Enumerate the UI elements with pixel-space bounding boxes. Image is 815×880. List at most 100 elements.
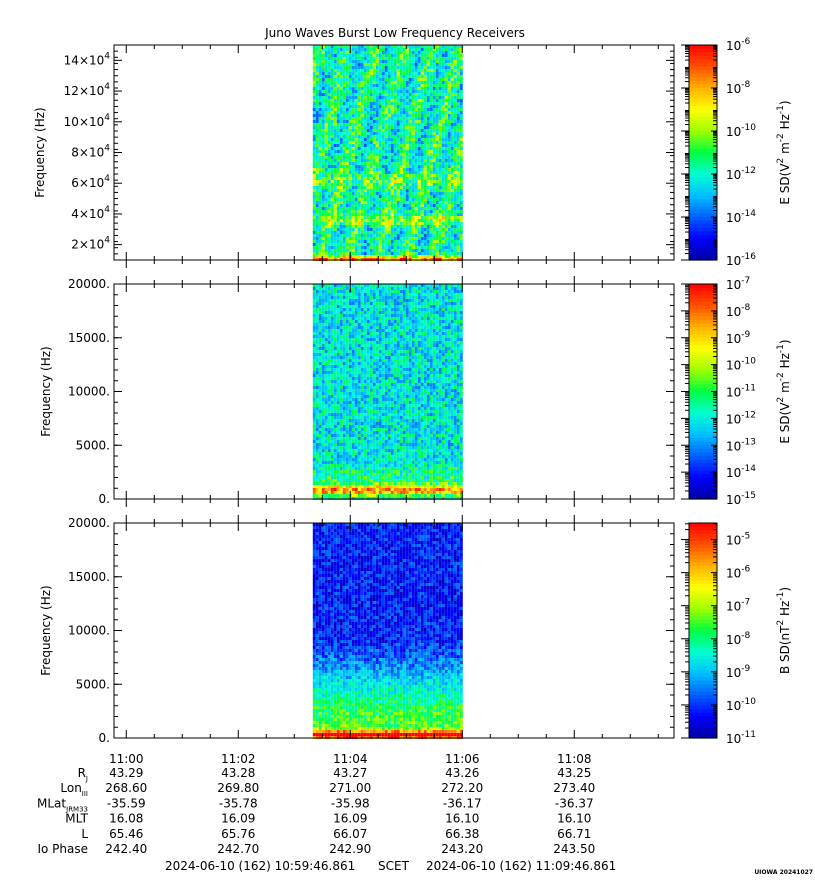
y-tick-label: 8×104 [71, 144, 110, 160]
ephemeris-value: 243.50 [553, 842, 595, 856]
ephemeris-value: 65.76 [221, 827, 255, 841]
ephemeris-value: 272.20 [441, 781, 483, 795]
colorbar-tick-label: 10-9 [726, 664, 751, 680]
ephemeris-value: 16.08 [109, 812, 143, 826]
figure-title: Juno Waves Burst Low Frequency Receivers [264, 26, 525, 40]
ephemeris-table: 11:00 11:02 11:04 11:06 11:08 RJ 43.29 43.28 43.… [37, 752, 595, 856]
ephemeris-value: 66.71 [557, 827, 591, 841]
ephemeris-value: -35.98 [331, 796, 370, 810]
colorbar-tick-label: 10-11 [726, 730, 756, 746]
y-tick-label: 14×104 [64, 51, 111, 67]
colorbar-tick-label: 10-8 [726, 631, 751, 647]
colorbar-tick-label: 10-14 [726, 464, 756, 480]
ephemeris-value: 43.25 [557, 766, 591, 780]
ephemeris-value: 16.09 [221, 812, 255, 826]
y-tick-label: 10000. [68, 624, 110, 638]
ephemeris-label: Io Phase [37, 842, 88, 856]
colorbar-label: E SD(V2 m-2 Hz-1) [776, 339, 792, 443]
spectrogram-panel-3: 0. 5000. 10000. 15000. 20000. Frequency (Hz) 1… [39, 515, 792, 746]
colorbar-tick-label: 10-15 [726, 491, 756, 507]
ephemeris-label: MLT [65, 812, 88, 826]
y-tick-label: 15000. [68, 331, 110, 345]
ephemeris-value: 242.90 [329, 842, 371, 856]
ephemeris-value: -36.17 [443, 796, 482, 810]
spectrogram-data [312, 284, 463, 500]
ephemeris-value: 43.27 [333, 766, 367, 780]
y-tick-label: 12×104 [64, 82, 111, 98]
y-tick-label: 15000. [68, 570, 110, 584]
colorbar: 10-6 10-8 10-10 10-12 10-14 10-16 E SD(V2 m-2 … [681, 37, 792, 268]
ephemeris-value: 66.38 [445, 827, 479, 841]
y-axis-label: Frequency (Hz) [39, 585, 53, 676]
colorbar-tick-label: 10-6 [726, 565, 751, 581]
ephemeris-label: RJ [78, 766, 88, 783]
ephemeris-value: 43.29 [109, 766, 143, 780]
y-tick-label: 0. [99, 731, 110, 745]
colorbar-tick-label: 10-8 [726, 303, 751, 319]
colorbar-tick-label: 10-7 [726, 276, 750, 292]
ephemeris-label: MLatJRM33 [37, 796, 88, 813]
y-axis-label: Frequency (Hz) [39, 346, 53, 437]
ephemeris-value: 242.40 [105, 842, 147, 856]
time-tick-label: 11:02 [221, 752, 256, 766]
ephemeris-value: 65.46 [109, 827, 143, 841]
colorbar: 10-7 10-8 10-9 10-10 10-11 10-12 10-13 10-14 10-… [681, 276, 792, 507]
y-axis-label: Frequency (Hz) [33, 107, 47, 198]
time-tick-label: 11:04 [333, 752, 368, 766]
y-tick-label: 20000. [68, 277, 110, 291]
ephemeris-value: 43.26 [445, 766, 479, 780]
ephemeris-value: 273.40 [553, 781, 595, 795]
time-tick-label: 11:00 [109, 752, 144, 766]
colorbar-tick-label: 10-9 [726, 330, 751, 346]
ephemeris-value: 16.10 [445, 812, 479, 826]
colorbar-tick-label: 10-13 [726, 437, 756, 453]
time-tick-label: 11:08 [557, 752, 592, 766]
ephemeris-value: 16.09 [333, 812, 367, 826]
ephemeris-value: 268.60 [105, 781, 147, 795]
footer-scet: SCET [378, 859, 410, 873]
footer-end: 2024-06-10 (162) 11:09:46.861 [426, 859, 616, 873]
footer-start: 2024-06-10 (162) 10:59:46.861 [165, 859, 355, 873]
colorbar-tick-label: 10-12 [726, 410, 756, 426]
ephemeris-value: -36.37 [555, 796, 594, 810]
colorbar-tick-label: 10-5 [726, 532, 750, 548]
time-tick-label: 11:06 [445, 752, 480, 766]
colorbar-tick-label: 10-10 [726, 357, 756, 373]
y-tick-label: 4×104 [71, 205, 110, 221]
ephemeris-value: -35.78 [219, 796, 258, 810]
colorbar: 10-5 10-6 10-7 10-8 10-9 10-10 10-11 B SD(nT2 H… [681, 522, 792, 746]
colorbar-tick-label: 10-12 [726, 166, 756, 182]
ephemeris-value: -35.59 [107, 796, 146, 810]
ephemeris-value: 269.80 [217, 781, 259, 795]
colorbar-label: E SD(V2 m-2 Hz-1) [776, 100, 792, 204]
y-tick-label: 0. [99, 492, 110, 506]
spectrogram-data [312, 45, 463, 261]
y-tick-label: 5000. [76, 677, 110, 691]
colorbar-tick-label: 10-6 [726, 37, 751, 53]
footer-stamp: UIOWA 20241027 [754, 869, 813, 876]
ephemeris-value: 43.28 [221, 766, 255, 780]
ephemeris-value: 271.00 [329, 781, 371, 795]
colorbar-tick-label: 10-16 [726, 252, 756, 268]
y-tick-label: 10000. [68, 385, 110, 399]
spectrogram-data [312, 523, 463, 739]
spectrogram-panel-1: 2×104 4×104 6×104 8×104 10×104 12×104 14×104 Fr… [33, 37, 792, 268]
colorbar-tick-label: 10-14 [726, 209, 756, 225]
ephemeris-label: L [81, 827, 88, 841]
y-tick-label: 5000. [76, 438, 110, 452]
spectrogram-panel-2: 0. 5000. 10000. 15000. 20000. Frequency (Hz) 1… [39, 276, 792, 507]
colorbar-tick-label: 10-10 [726, 123, 756, 139]
colorbar-tick-label: 10-10 [726, 697, 756, 713]
ephemeris-label: LonIII [60, 781, 88, 798]
colorbar-label: B SD(nT2 Hz-1) [776, 587, 792, 674]
y-tick-label: 6×104 [71, 174, 110, 190]
ephemeris-value: 242.70 [217, 842, 259, 856]
ephemeris-value: 16.10 [557, 812, 591, 826]
y-tick-label: 2×104 [71, 236, 110, 252]
colorbar-tick-label: 10-7 [726, 598, 750, 614]
y-tick-label: 10×104 [64, 113, 111, 129]
panels: 2×104 4×104 6×104 8×104 10×104 12×104 14×104 Fr… [33, 37, 792, 746]
colorbar-tick-label: 10-11 [726, 384, 756, 400]
colorbar-tick-label: 10-8 [726, 80, 751, 96]
